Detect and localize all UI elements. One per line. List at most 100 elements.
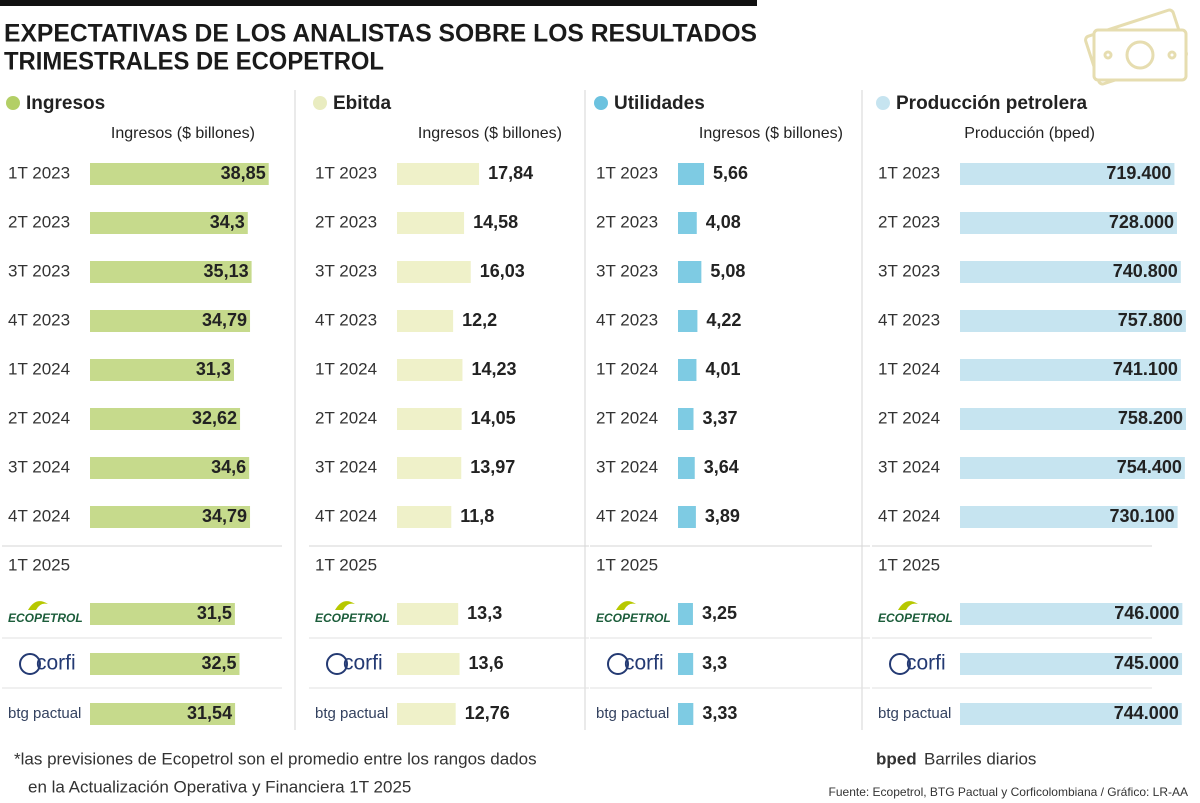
value-label: 12,76 xyxy=(465,703,510,723)
bar xyxy=(960,163,1175,185)
value-label: 758.200 xyxy=(1118,408,1183,428)
value-label: 13,97 xyxy=(470,457,515,477)
source: Fuente: Ecopetrol, BTG Pactual y Corfico… xyxy=(829,785,1188,799)
category-label: 2T 2023 xyxy=(315,212,377,231)
bar xyxy=(90,506,251,528)
category-label: 4T 2023 xyxy=(8,310,70,329)
value-label: 17,84 xyxy=(488,163,533,183)
chart-title: Ingresos xyxy=(26,93,105,114)
value-label: 32,62 xyxy=(192,408,237,428)
value-label: 757.800 xyxy=(1118,310,1183,330)
bar xyxy=(397,703,456,725)
value-label: 5,08 xyxy=(710,261,745,281)
footnote: *las previsiones de Ecopetrol son el pro… xyxy=(14,749,537,768)
bar xyxy=(960,703,1182,725)
value-label: 31,5 xyxy=(197,603,232,623)
category-label: 2T 2023 xyxy=(878,212,940,231)
bar xyxy=(678,359,697,381)
value-label: 14,05 xyxy=(471,408,516,428)
category-label: 3T 2024 xyxy=(878,457,940,476)
money-icon xyxy=(1084,8,1188,86)
logo-label: corfi xyxy=(624,652,664,675)
category-label: 1T 2024 xyxy=(315,359,377,378)
value-label: 3,64 xyxy=(704,457,739,477)
bar xyxy=(678,703,694,725)
category-label: 2T 2024 xyxy=(8,408,70,427)
section-label: 1T 2025 xyxy=(878,555,940,574)
value-label: 34,6 xyxy=(211,457,246,477)
value-label: 31,3 xyxy=(196,359,231,379)
title-line: EXPECTATIVAS DE LOS ANALISTAS SOBRE LOS … xyxy=(4,20,757,48)
bar xyxy=(960,212,1177,234)
bar xyxy=(90,310,251,332)
value-label: 13,3 xyxy=(467,603,502,623)
bar xyxy=(397,653,460,675)
logo-mark xyxy=(326,653,348,675)
category-label: 4T 2024 xyxy=(596,506,658,525)
bar xyxy=(397,603,459,625)
bar xyxy=(397,457,462,479)
bar xyxy=(960,310,1186,332)
value-label: 35,13 xyxy=(204,261,249,281)
value-label: 728.000 xyxy=(1109,212,1174,232)
bar xyxy=(397,261,471,283)
logo-label: ECOPETROL xyxy=(596,611,671,625)
value-label: 3,25 xyxy=(702,603,737,623)
logo-mark xyxy=(889,653,911,675)
value-label: 3,33 xyxy=(702,703,737,723)
logo-label: btg pactual xyxy=(315,705,388,722)
value-label: 4,08 xyxy=(706,212,741,232)
legend-dot xyxy=(313,96,327,110)
category-label: 1T 2023 xyxy=(8,163,70,182)
bar xyxy=(960,408,1186,430)
bar xyxy=(397,212,465,234)
category-label: 4T 2023 xyxy=(315,310,377,329)
value-label: 730.100 xyxy=(1110,506,1175,526)
value-label: 14,23 xyxy=(471,359,516,379)
section-label: 1T 2025 xyxy=(8,555,70,574)
category-label: 2T 2024 xyxy=(596,408,658,427)
category-label: 1T 2023 xyxy=(315,163,377,182)
section-label: 1T 2025 xyxy=(315,555,377,574)
value-label: 16,03 xyxy=(480,261,525,281)
category-label: 2T 2024 xyxy=(878,408,940,427)
section-label: 1T 2025 xyxy=(596,555,658,574)
value-label: 719.400 xyxy=(1106,163,1171,183)
value-label: 745.000 xyxy=(1114,653,1179,673)
value-label: 13,6 xyxy=(469,653,504,673)
legend-text: Barriles diarios xyxy=(924,749,1036,768)
legend-term: bped xyxy=(876,749,917,768)
column-dividers xyxy=(294,90,863,730)
value-label: 741.100 xyxy=(1113,359,1178,379)
logo-label: btg pactual xyxy=(596,705,669,722)
bar xyxy=(397,310,454,332)
bar xyxy=(960,506,1178,528)
logo-mark xyxy=(607,653,629,675)
bar xyxy=(397,506,452,528)
value-label: 754.400 xyxy=(1117,457,1182,477)
chart-subtitle: Producción (bped) xyxy=(964,125,1095,142)
legend-dot xyxy=(876,96,890,110)
value-label: 34,3 xyxy=(210,212,245,232)
value-label: 34,79 xyxy=(202,310,247,330)
bar xyxy=(90,653,240,675)
value-label: 31,54 xyxy=(187,703,232,723)
bar xyxy=(90,703,236,725)
bar xyxy=(90,163,269,185)
category-label: 1T 2024 xyxy=(878,359,940,378)
bar xyxy=(960,359,1181,381)
title-line: TRIMESTRALES DE ECOPETROL xyxy=(4,48,384,76)
bar xyxy=(678,310,698,332)
value-label: 3,37 xyxy=(703,408,738,428)
chart-subtitle: Ingresos ($ billones) xyxy=(699,125,843,142)
bar xyxy=(678,603,693,625)
top-rule xyxy=(0,0,757,6)
bar xyxy=(90,408,241,430)
value-label: 12,2 xyxy=(462,310,497,330)
category-label: 3T 2024 xyxy=(8,457,70,476)
bar xyxy=(90,359,234,381)
bar xyxy=(397,408,462,430)
bar xyxy=(960,457,1185,479)
bar xyxy=(678,408,694,430)
